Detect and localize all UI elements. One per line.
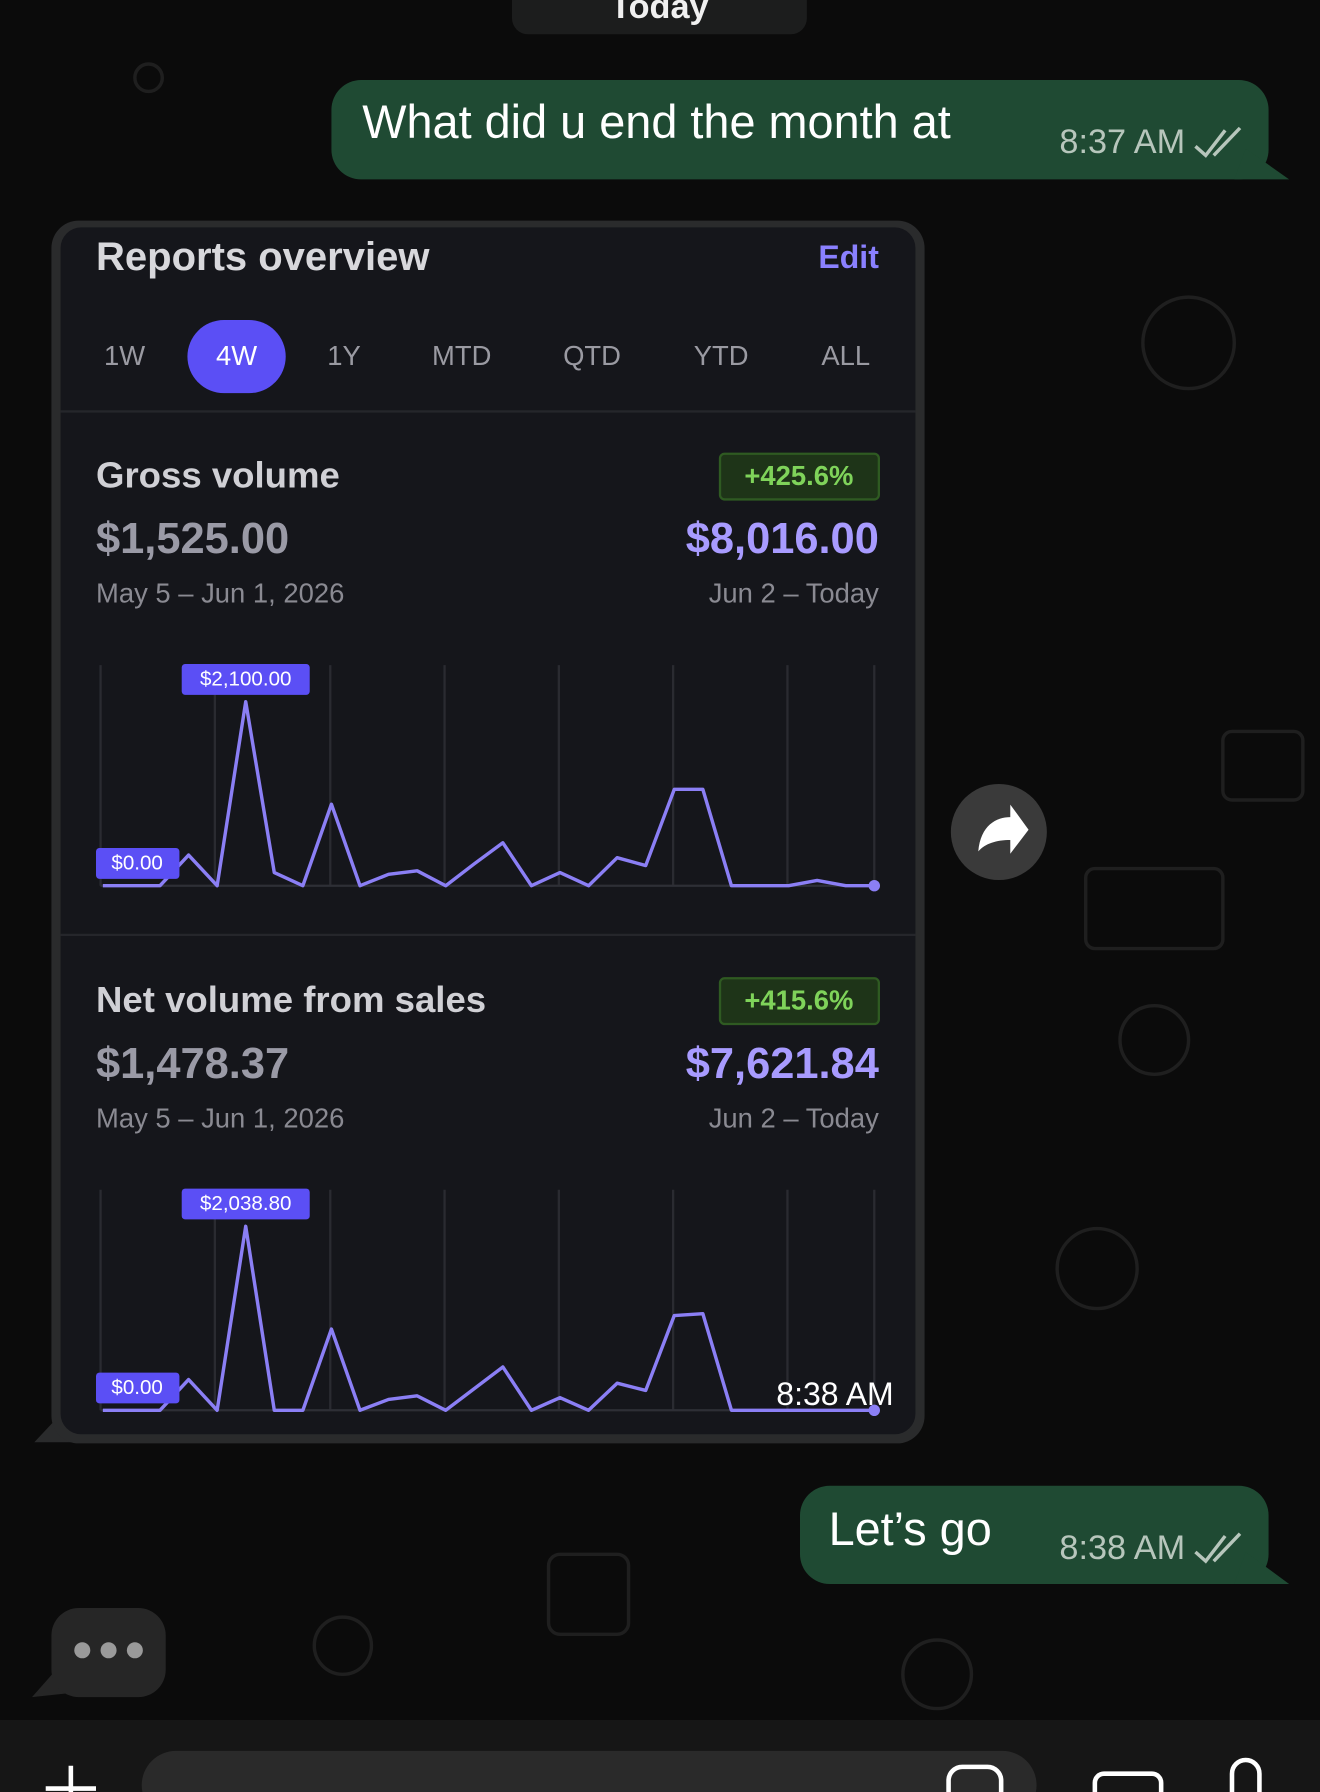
metric-title: Gross volume <box>96 454 340 495</box>
forward-icon <box>978 804 1029 854</box>
max-label-box <box>181 664 310 695</box>
tab[interactable]: QTD <box>563 340 621 371</box>
bubble-tail <box>1234 148 1290 180</box>
tab[interactable]: YTD <box>694 340 749 371</box>
mic-button[interactable] <box>1229 1757 1262 1792</box>
line-series <box>102 700 875 888</box>
previous-value: $1,478.37 <box>96 1040 289 1088</box>
tab[interactable]: MTD <box>432 340 491 371</box>
current-period: Jun 2 – Today <box>709 578 879 609</box>
metric-title: Net volume from sales <box>96 979 486 1020</box>
message-time: 8:37 AM <box>1059 123 1185 161</box>
previous-period: May 5 – Jun 1, 2026 <box>96 578 344 609</box>
max-label: $2,100.00 <box>200 667 291 690</box>
typing-dot <box>126 1642 143 1659</box>
camera-button[interactable] <box>1092 1771 1164 1792</box>
tab[interactable]: 1W <box>104 340 145 371</box>
line-series <box>102 1224 875 1412</box>
min-label-box <box>96 1372 180 1404</box>
min-label: $0.00 <box>111 1376 162 1399</box>
read-ticks <box>1194 126 1242 158</box>
min-label-box <box>96 848 180 879</box>
min-label: $0.00 <box>111 851 162 874</box>
date-divider <box>512 0 807 35</box>
edit-button[interactable]: Edit <box>818 239 879 275</box>
change-value: +425.6% <box>744 460 853 491</box>
tab[interactable]: 1Y <box>327 340 361 371</box>
end-point <box>868 1404 880 1416</box>
change-value: +415.6% <box>744 985 853 1016</box>
message-text: Let’s go <box>829 1503 992 1555</box>
sticker-button[interactable] <box>946 1764 1004 1792</box>
previous-period: May 5 – Jun 1, 2026 <box>96 1102 344 1133</box>
charts: Gross volume +425.6% $1,525.00 $8,016.00 May… <box>96 452 880 1416</box>
report-card <box>60 227 916 1435</box>
current-value: $7,621.84 <box>686 1040 879 1088</box>
card-title: Reports overview <box>96 235 430 279</box>
change-badge <box>718 977 880 1026</box>
typing-dot <box>74 1642 91 1659</box>
message-time: 8:38 AM <box>776 1376 893 1412</box>
max-label: $2,038.80 <box>200 1192 291 1215</box>
change-badge <box>718 452 880 501</box>
wallpaper-doodles <box>133 62 1305 1711</box>
date-divider-label: Today <box>610 0 708 26</box>
current-period: Jun 2 – Today <box>709 1102 879 1133</box>
read-ticks <box>1194 1532 1242 1564</box>
tab[interactable]: ALL <box>821 340 870 371</box>
message-time: 8:38 AM <box>1059 1529 1185 1567</box>
tab-bar: 1W 4W 1Y MTD QTD YTD ALL <box>104 320 870 394</box>
typing-dot <box>100 1642 117 1659</box>
current-value: $8,016.00 <box>686 515 879 563</box>
attach-button[interactable] <box>45 1765 96 1792</box>
tab-highlight <box>187 320 286 394</box>
outgoing-bubble <box>331 80 1269 180</box>
tab[interactable]: 4W <box>216 340 257 371</box>
previous-value: $1,525.00 <box>96 515 289 563</box>
message-text: What did u end the month at <box>362 96 951 148</box>
max-label-box <box>181 1188 310 1220</box>
end-point <box>868 880 880 892</box>
bubble-tail <box>1234 1552 1290 1584</box>
outgoing-bubble <box>800 1485 1269 1584</box>
message-input[interactable] <box>141 1750 1037 1792</box>
